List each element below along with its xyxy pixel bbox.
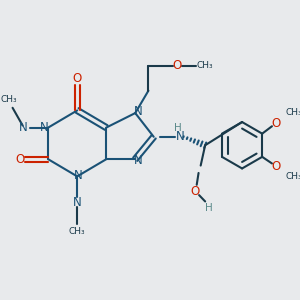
Text: H: H bbox=[174, 123, 181, 134]
Text: O: O bbox=[271, 117, 280, 130]
Text: N: N bbox=[134, 154, 142, 167]
Text: N: N bbox=[176, 130, 184, 143]
Text: CH₃: CH₃ bbox=[285, 172, 300, 181]
Text: O: O bbox=[73, 72, 82, 85]
Text: O: O bbox=[191, 185, 200, 198]
Text: CH₃: CH₃ bbox=[0, 95, 17, 104]
Text: CH₃: CH₃ bbox=[69, 227, 85, 236]
Text: O: O bbox=[173, 59, 182, 72]
Text: CH₃: CH₃ bbox=[285, 108, 300, 117]
Text: CH₃: CH₃ bbox=[197, 61, 214, 70]
Text: H: H bbox=[205, 203, 213, 213]
Text: N: N bbox=[40, 121, 49, 134]
Text: N: N bbox=[73, 196, 82, 209]
Text: O: O bbox=[15, 153, 25, 166]
Text: O: O bbox=[271, 160, 280, 172]
Text: N: N bbox=[74, 169, 83, 182]
Text: N: N bbox=[19, 121, 28, 134]
Text: N: N bbox=[134, 105, 142, 118]
